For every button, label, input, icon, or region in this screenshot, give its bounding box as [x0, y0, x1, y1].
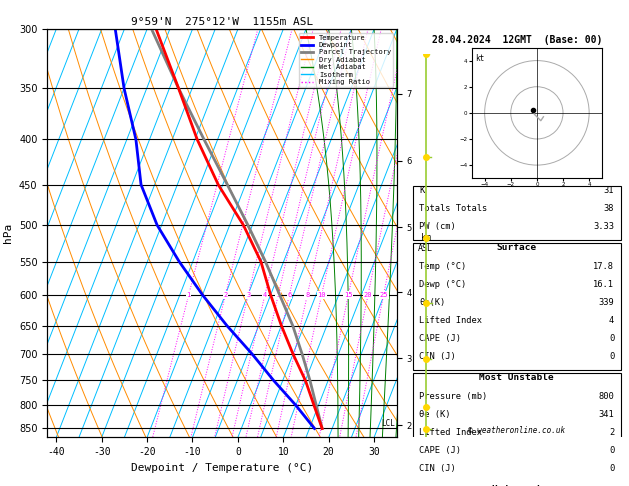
Text: 6: 6	[287, 292, 291, 298]
Text: 28.04.2024  12GMT  (Base: 00): 28.04.2024 12GMT (Base: 00)	[431, 35, 602, 45]
Text: 2: 2	[223, 292, 228, 298]
Text: 38: 38	[604, 204, 615, 213]
Text: LCL: LCL	[382, 418, 396, 428]
Text: CIN (J): CIN (J)	[420, 464, 456, 473]
Text: 4: 4	[609, 316, 615, 325]
Bar	[413, 373, 621, 482]
Text: 15: 15	[344, 292, 353, 298]
Bar	[413, 485, 621, 486]
Text: 17.8: 17.8	[593, 262, 615, 271]
Text: 0: 0	[609, 464, 615, 473]
Text: 8: 8	[305, 292, 309, 298]
Y-axis label: km
ASL: km ASL	[418, 233, 433, 253]
Bar	[413, 243, 621, 370]
Text: Temp (°C): Temp (°C)	[420, 262, 467, 271]
Text: Pressure (mb): Pressure (mb)	[420, 392, 487, 401]
Text: CAPE (J): CAPE (J)	[420, 334, 461, 343]
Text: 3: 3	[246, 292, 250, 298]
Text: Hodograph: Hodograph	[491, 485, 543, 486]
Legend: Temperature, Dewpoint, Parcel Trajectory, Dry Adiabat, Wet Adiabat, Isotherm, Mi: Temperature, Dewpoint, Parcel Trajectory…	[299, 33, 393, 87]
Text: 10: 10	[318, 292, 326, 298]
Text: Lifted Index: Lifted Index	[420, 316, 482, 325]
Text: © weatheronline.co.uk: © weatheronline.co.uk	[468, 426, 565, 435]
Text: 5: 5	[276, 292, 281, 298]
Text: Surface: Surface	[497, 243, 537, 253]
Text: 1: 1	[187, 292, 191, 298]
Text: 800: 800	[598, 392, 615, 401]
Text: 341: 341	[598, 410, 615, 419]
Text: 0: 0	[609, 446, 615, 455]
Text: kt: kt	[476, 54, 485, 63]
Text: 0: 0	[609, 334, 615, 343]
Text: θe(K): θe(K)	[420, 298, 445, 307]
Text: 339: 339	[598, 298, 615, 307]
Text: K: K	[420, 186, 425, 195]
Bar	[413, 186, 621, 240]
Text: CIN (J): CIN (J)	[420, 352, 456, 361]
Text: 31: 31	[604, 186, 615, 195]
Text: Totals Totals: Totals Totals	[420, 204, 487, 213]
Text: 3.33: 3.33	[593, 222, 615, 231]
Text: Lifted Index: Lifted Index	[420, 428, 482, 437]
Text: PW (cm): PW (cm)	[420, 222, 456, 231]
Text: 25: 25	[379, 292, 388, 298]
Text: Dewp (°C): Dewp (°C)	[420, 280, 467, 289]
Text: 0: 0	[609, 352, 615, 361]
Text: 2: 2	[609, 428, 615, 437]
Text: θe (K): θe (K)	[420, 410, 451, 419]
Text: 4: 4	[263, 292, 267, 298]
Text: 20: 20	[364, 292, 372, 298]
X-axis label: Dewpoint / Temperature (°C): Dewpoint / Temperature (°C)	[131, 463, 313, 473]
Text: CAPE (J): CAPE (J)	[420, 446, 461, 455]
Y-axis label: hPa: hPa	[3, 223, 13, 243]
Text: 16.1: 16.1	[593, 280, 615, 289]
Title: 9°59'N  275°12'W  1155m ASL: 9°59'N 275°12'W 1155m ASL	[131, 17, 313, 27]
Text: Most Unstable: Most Unstable	[479, 373, 554, 382]
